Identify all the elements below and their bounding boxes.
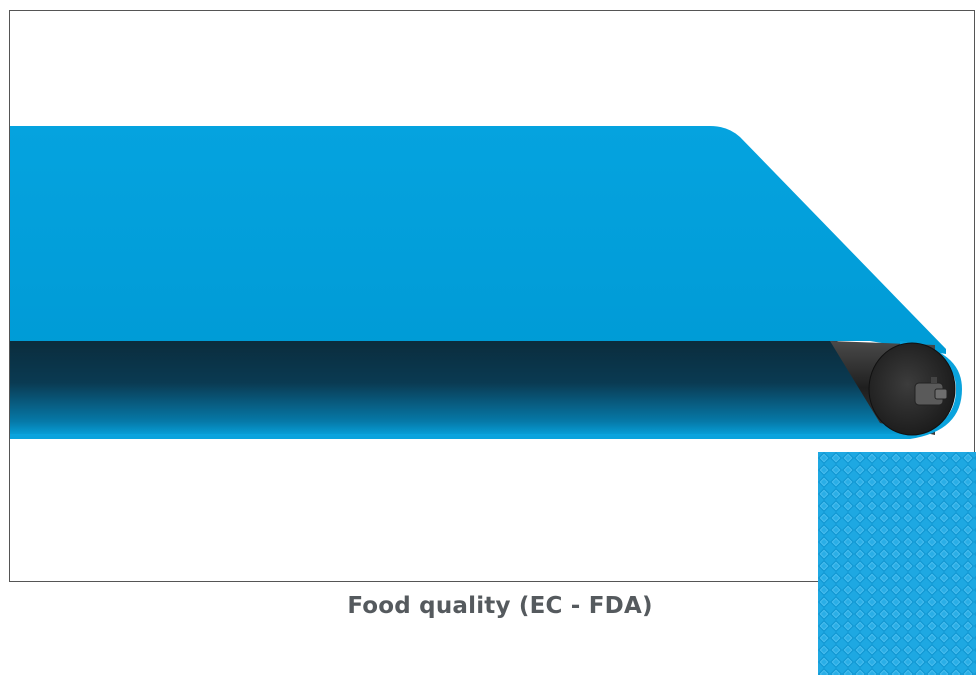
belt-return-edge bbox=[10, 434, 910, 439]
belt-surface-texture-swatch bbox=[818, 452, 976, 675]
belt-image-frame bbox=[9, 10, 975, 582]
belt-top-surface bbox=[10, 126, 946, 354]
belt-underside bbox=[10, 339, 910, 436]
product-caption: Food quality (EC - FDA) bbox=[347, 593, 653, 619]
conveyor-belt-illustration bbox=[10, 126, 962, 439]
drive-roller-icon bbox=[869, 343, 955, 435]
